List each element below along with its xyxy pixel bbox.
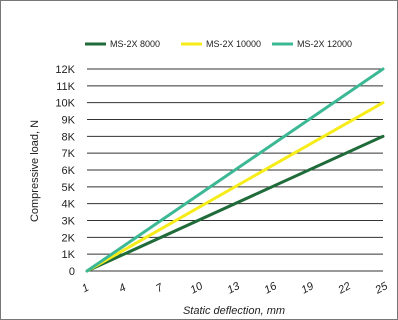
y-tick-label: 4K <box>62 199 76 211</box>
series-line <box>85 101 385 273</box>
x-tick-label: 13 <box>225 280 242 297</box>
y-tick-label: 5K <box>62 182 76 194</box>
x-tick-label: 7 <box>154 281 166 295</box>
legend-label: MS-2X 10000 <box>206 39 261 49</box>
y-axis-label: Compressive load, N <box>29 120 41 222</box>
legend-label: MS-2X 12000 <box>297 39 352 49</box>
x-axis-ticks: 1 4 7 10 13 16 19 22 25 <box>80 280 391 297</box>
series-lines <box>85 67 385 273</box>
x-tick-label: 16 <box>262 280 279 297</box>
y-tick-label: 10K <box>55 98 75 110</box>
x-tick-label: 19 <box>299 280 315 296</box>
x-axis-label: Static deflection, mm <box>183 305 285 317</box>
x-tick-label: 4 <box>117 282 128 295</box>
y-tick-label: 6K <box>62 165 76 177</box>
x-tick-label: 1 <box>80 282 91 295</box>
y-tick-label: 0 <box>69 266 75 278</box>
legend: MS-2X 8000 MS-2X 10000 MS-2X 12000 <box>85 39 352 49</box>
x-tick-label: 22 <box>335 280 352 297</box>
y-tick-label: 7K <box>62 148 76 160</box>
legend-label: MS-2X 8000 <box>110 39 160 49</box>
x-tick-label: 25 <box>372 280 390 297</box>
y-tick-label: 8K <box>62 131 76 143</box>
y-axis-ticks: 0 1K 2K 3K 4K 5K 6K 7K 8K 9K 10K 11K 12K <box>55 64 75 278</box>
y-tick-label: 12K <box>55 64 75 76</box>
y-tick-label: 3K <box>62 216 76 228</box>
series-line <box>85 134 385 273</box>
y-tick-label: 2K <box>62 232 76 244</box>
y-tick-label: 11K <box>56 81 75 93</box>
series-line <box>85 67 385 273</box>
y-tick-label: 1K <box>62 249 76 261</box>
y-tick-label: 9K <box>62 115 76 127</box>
x-tick-label: 10 <box>188 280 205 297</box>
